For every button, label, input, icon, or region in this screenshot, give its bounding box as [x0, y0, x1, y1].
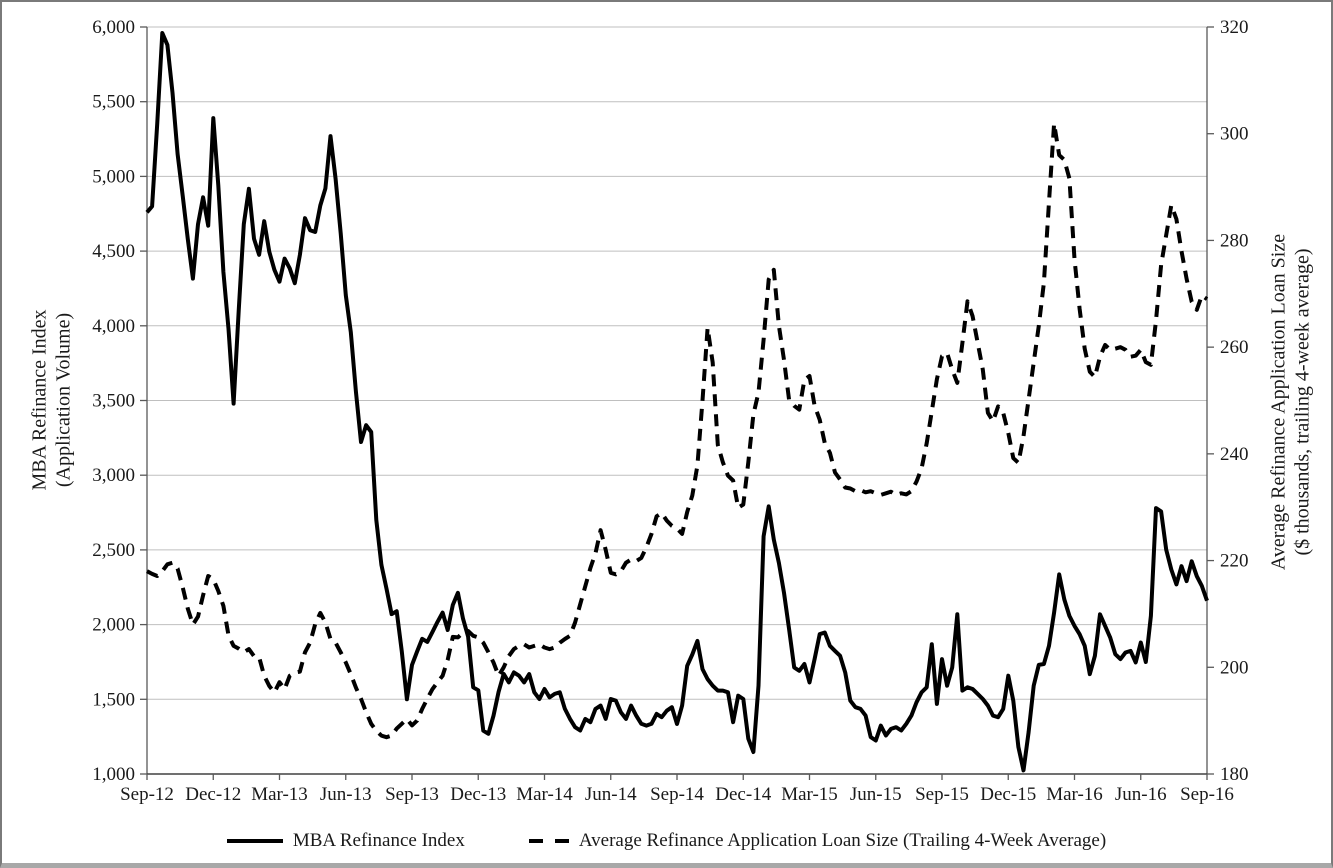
x-axis-tick-label: Dec-14 [715, 784, 771, 805]
x-axis-tick-label: Mar-14 [516, 784, 573, 805]
left-axis-tick-label: 5,000 [92, 166, 135, 187]
legend-dashed-line-icon [528, 839, 569, 843]
left-axis-title-line1: MBA Refinance Index [28, 309, 51, 491]
right-axis-tick-label: 280 [1220, 230, 1249, 251]
left-axis-tick-label: 4,000 [92, 316, 135, 337]
x-axis-tick-label: Dec-12 [185, 784, 241, 805]
right-axis-title-line1: Average Refinance Application Loan Size [1267, 233, 1290, 571]
x-axis-tick-label: Sep-14 [650, 784, 704, 805]
x-axis-tick-label: Jun-16 [1115, 784, 1167, 805]
left-axis-tick-label: 6,000 [92, 17, 135, 38]
left-axis-tick-label: 2,000 [92, 615, 135, 636]
x-axis-tick-label: Sep-13 [385, 784, 439, 805]
left-axis-tick-label: 3,000 [92, 465, 135, 486]
right-axis-tick-label: 300 [1220, 124, 1249, 145]
x-axis-tick-label: Mar-15 [781, 784, 838, 805]
x-axis-tick-label: Dec-13 [450, 784, 506, 805]
left-axis-title: MBA Refinance Index (Application Volume) [28, 309, 75, 490]
x-axis-tick-label: Jun-14 [585, 784, 637, 805]
x-axis-tick-label: Jun-15 [850, 784, 902, 805]
left-axis-tick-label: 5,500 [92, 92, 135, 113]
left-axis-tick-label: 1,500 [92, 689, 135, 710]
left-axis-tick-label: 4,500 [92, 241, 135, 262]
x-axis-tick-label: Mar-13 [251, 784, 308, 805]
left-axis-tick-label: 2,500 [92, 540, 135, 561]
legend-label-loan-size: Average Refinance Application Loan Size … [578, 830, 1107, 851]
left-axis-title-line2: (Application Volume) [52, 312, 74, 488]
series-line-mba-refinance-index [145, 31, 1209, 773]
right-axis-tick-label: 260 [1220, 337, 1249, 358]
legend-solid-line-icon [226, 839, 283, 843]
right-axis-title: Average Refinance Application Loan Size … [1267, 234, 1314, 570]
right-axis-title-line2: ($ thousands, trailing 4-week average) [1291, 248, 1313, 556]
x-axis-tick-label: Dec-15 [980, 784, 1036, 805]
legend-item-refinance-index: MBA Refinance Index [226, 830, 465, 852]
x-axis-tick-label: Mar-16 [1046, 784, 1103, 805]
x-axis-tick-label: Sep-12 [120, 784, 174, 805]
right-axis-tick-label: 200 [1220, 657, 1249, 678]
series-line-avg-loan-size [146, 121, 1209, 740]
right-axis-tick-label: 240 [1220, 444, 1249, 465]
legend: MBA Refinance Index Average Refinance Ap… [2, 830, 1331, 852]
left-axis-tick-label: 3,500 [92, 391, 135, 412]
legend-item-loan-size: Average Refinance Application Loan Size … [528, 830, 1107, 852]
right-axis-tick-label: 180 [1220, 764, 1249, 785]
right-axis-tick-label: 220 [1220, 551, 1249, 572]
x-axis-tick-label: Jun-13 [320, 784, 372, 805]
legend-label-refinance-index: MBA Refinance Index [292, 830, 465, 851]
left-axis-tick-label: 1,000 [92, 764, 135, 785]
x-axis-tick-label: Sep-16 [1180, 784, 1234, 805]
right-axis-tick-label: 320 [1220, 17, 1249, 38]
x-axis-tick-label: Sep-15 [915, 784, 969, 805]
